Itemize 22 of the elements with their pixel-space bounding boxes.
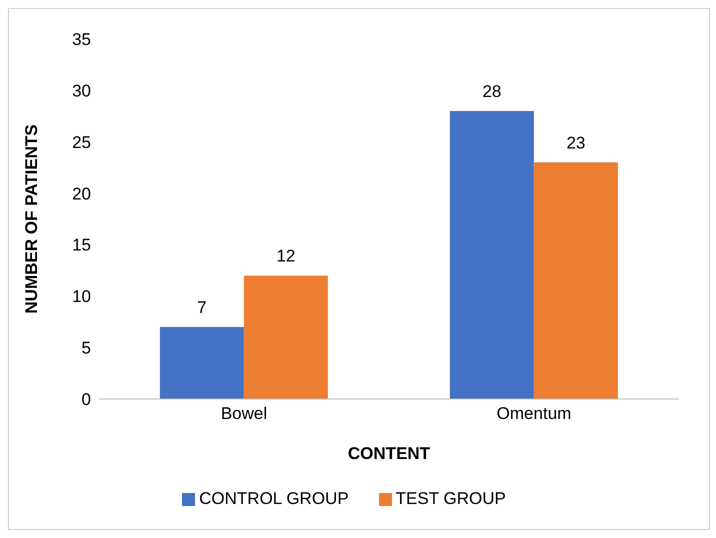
x-axis-title: CONTENT [348,444,431,463]
y-tick-label: 10 [72,287,91,306]
bar [244,276,328,399]
y-axis-title: NUMBER OF PATIENTS [22,124,42,314]
bar [534,162,618,399]
y-tick-label: 30 [72,81,91,100]
x-tick-label: Bowel [220,404,268,424]
y-tick-label: 15 [72,236,91,255]
data-label: 7 [197,298,207,317]
legend-label: CONTROL GROUP [199,489,349,508]
data-label: 23 [566,133,586,152]
data-label: 28 [482,82,502,101]
bar [160,327,244,399]
y-tick-label: 35 [72,30,91,50]
y-tick-label: 5 [82,338,91,358]
bar [450,111,534,399]
data-label: 12 [276,246,296,266]
x-tick-label: Omentum [496,404,572,424]
y-tick-label: 0 [82,390,91,410]
y-tick-label: 25 [72,132,91,152]
y-tick-label: 20 [72,184,91,204]
legend-label: TEST GROUP [396,489,506,508]
